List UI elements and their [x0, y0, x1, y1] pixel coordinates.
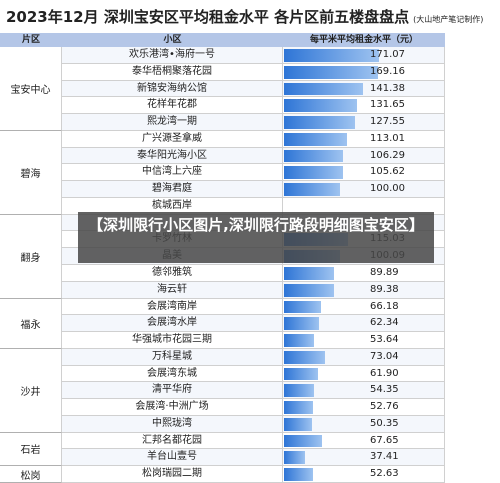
rent-value: 52.76: [370, 401, 399, 413]
estate-name: 汇邦名都花园: [62, 432, 283, 450]
rent-value: 67.65: [370, 434, 399, 446]
estate-name: 欢乐港湾•海府一号: [62, 47, 283, 64]
rent-bar: [284, 283, 334, 297]
estate-name: 碧海君庭: [62, 181, 283, 198]
estate-name: 德邻雅筑: [62, 265, 283, 282]
estate-name: 广兴源圣拿威: [62, 130, 283, 148]
rent-value: 62.34: [370, 317, 399, 329]
estate-name: 会展湾南岸: [62, 298, 283, 316]
rent-bar: [284, 384, 315, 398]
rent-bar: [284, 166, 343, 180]
rent-value: 50.35: [370, 417, 399, 429]
rent-bar: [284, 65, 379, 79]
value-cell: [283, 365, 445, 383]
estate-name: 华强城市花园三期: [62, 332, 283, 349]
estate-name: 会展湾东城: [62, 365, 283, 383]
estate-name: 中信湾上六座: [62, 164, 283, 182]
estate-name: 清平华府: [62, 382, 283, 400]
rent-value: 53.64: [370, 334, 399, 346]
value-cell: [283, 315, 445, 333]
rent-value: 106.29: [370, 149, 405, 161]
title-row: 2023年12月 深圳宝安区平均租金水平 各片区前五楼盘盘点 (大山地产笔记制作): [6, 6, 483, 27]
title: 2023年12月 深圳宝安区平均租金水平 各片区前五楼盘盘点: [6, 8, 410, 26]
rent-bar: [284, 183, 340, 196]
rent-bar: [284, 82, 363, 96]
estate-name: 熙龙湾一期: [62, 114, 283, 131]
district: 翻身: [0, 214, 62, 299]
value-cell: [283, 415, 445, 433]
rent-bar: [284, 401, 314, 414]
district: 石岩: [0, 432, 62, 467]
rent-value: 169.16: [370, 65, 405, 77]
note: (大山地产笔记制作): [413, 15, 484, 24]
estate-name: 中熙珑湾: [62, 415, 283, 433]
rent-bar: [284, 417, 312, 431]
estate-name: 松岗瑞园二期: [62, 466, 283, 483]
rent-bar: [284, 350, 325, 364]
estate-name: 新锦安海纳公馆: [62, 80, 283, 98]
rent-bar: [284, 49, 380, 62]
district: 福永: [0, 298, 62, 349]
column-header: 小区: [62, 33, 284, 47]
value-cell: [283, 382, 445, 400]
rent-value: 100.00: [370, 183, 405, 195]
district: 沙井: [0, 348, 62, 433]
estate-name: 泰华梧桐聚落花园: [62, 63, 283, 81]
rent-value: 141.38: [370, 82, 405, 94]
estate-name: 海云轩: [62, 281, 283, 299]
column-header: 片区: [0, 33, 63, 47]
district: 碧海: [0, 130, 62, 215]
rent-value: 37.41: [370, 451, 399, 463]
rent-bar: [284, 317, 319, 331]
rent-bar: [284, 116, 355, 129]
rent-value: 89.89: [370, 267, 399, 278]
estate-name: 会展湾·中洲广场: [62, 399, 283, 416]
rent-bar: [284, 367, 319, 381]
column-header: 每平米平均租金水平（元）: [283, 33, 446, 47]
rent-value: 52.63: [370, 468, 399, 480]
rent-bar: [284, 132, 347, 146]
value-cell: [283, 298, 445, 316]
rent-bar: [284, 468, 314, 482]
value-cell: [283, 449, 445, 467]
district: 松岗: [0, 466, 62, 483]
rent-bar: [284, 434, 322, 448]
rent-value: 131.65: [370, 99, 405, 111]
rent-value: 171.07: [370, 49, 405, 60]
rent-bar: [284, 300, 321, 314]
estate-name: 万科星城: [62, 348, 283, 366]
rent-value: 61.90: [370, 367, 399, 379]
estate-name: 泰华阳光海小区: [62, 147, 283, 165]
overlay-banner: 【深圳限行小区图片,深圳限行路段明细图宝安区】: [78, 212, 434, 263]
rent-value: 73.04: [370, 350, 399, 362]
value-cell: [283, 399, 445, 416]
rent-value: 127.55: [370, 116, 405, 128]
value-cell: [283, 432, 445, 450]
estate-name: 花样年花郡: [62, 97, 283, 115]
rent-value: 105.62: [370, 166, 405, 178]
rent-value: 54.35: [370, 384, 399, 396]
rent-value: 89.38: [370, 283, 399, 295]
value-cell: [283, 332, 445, 349]
estate-name: 羊台山壹号: [62, 449, 283, 467]
rent-bar: [284, 267, 334, 280]
estate-name: 会展湾水岸: [62, 315, 283, 333]
rent-value: 66.18: [370, 300, 399, 312]
rent-bar: [284, 334, 314, 347]
rent-bar: [284, 99, 358, 113]
rent-bar: [284, 451, 305, 465]
rent-bar: [284, 149, 344, 163]
district: 宝安中心: [0, 47, 62, 131]
rent-value: 113.01: [370, 132, 405, 144]
